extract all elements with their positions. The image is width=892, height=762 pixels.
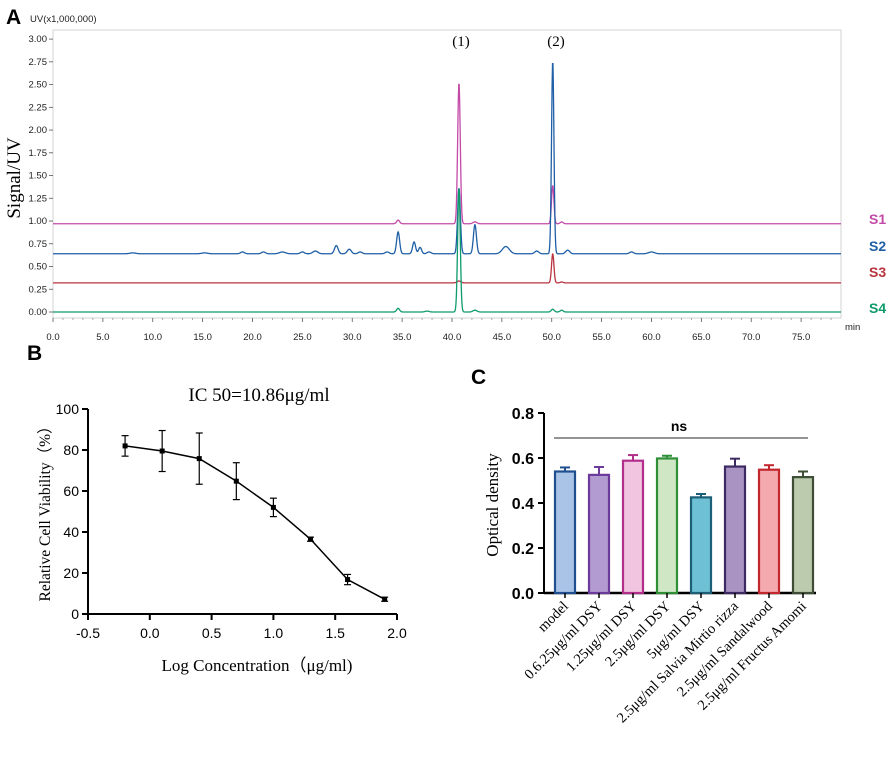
- panel-c-bar: [621, 459, 645, 595]
- panel-a-x-tick-label: 10.0: [143, 332, 162, 343]
- panel-a-legend-s4: S4: [869, 300, 886, 316]
- panel-b-y-tick-label: 0: [71, 606, 79, 622]
- panel-a-y-tick-label: 0.50: [29, 262, 48, 273]
- panel-b-data-point: [233, 478, 239, 484]
- panel-a-y-tick-label: 2.75: [29, 57, 48, 68]
- panel-b-y-tick-label: 20: [63, 565, 79, 581]
- panel-b-x-tick-label: 1.5: [325, 625, 345, 641]
- panel-c-bar: [689, 496, 713, 595]
- panel-a-peak-2-label: (2): [547, 34, 565, 50]
- panel-a-y-tick-label: 1.75: [29, 148, 48, 159]
- panel-a-trace-s1: [53, 83, 841, 225]
- panel-c-bar: [757, 468, 781, 595]
- panel-a-chromatogram: UV(x1,000,000) Signal/UV min (1) (2) 0.0…: [4, 14, 886, 343]
- panel-c-y-tick-label: 0.6: [512, 451, 534, 468]
- panel-a-x-unit-label: min: [845, 322, 860, 333]
- panel-b-letter: B: [27, 342, 42, 365]
- panel-c-y-tick-label: 0.8: [512, 406, 534, 423]
- panel-a-x-tick-label: 15.0: [193, 332, 212, 343]
- panel-a-y-tick-label: 2.00: [29, 125, 48, 136]
- panel-b-y-tick-label: 40: [63, 524, 79, 540]
- panel-a-y-axis-label: Signal/UV: [4, 137, 25, 219]
- panel-b-data-point: [270, 504, 276, 510]
- panel-b-x-tick-label: 0.5: [202, 625, 222, 641]
- panel-b-x-tick-label: 2.0: [387, 625, 407, 641]
- panel-b-curve: [124, 445, 385, 600]
- panel-a-x-tick-label: 5.0: [96, 332, 109, 343]
- panel-a-y-tick-label: 1.25: [29, 193, 48, 204]
- panel-a-x-tick-label: 35.0: [393, 332, 412, 343]
- panel-a-legend-s1: S1: [869, 211, 886, 227]
- panel-b-y-axis-label: Relative Cell Viability（%）: [37, 418, 54, 601]
- panel-a-y-tick-label: 1.50: [29, 171, 48, 182]
- panel-a-x-tick-label: 0.0: [46, 332, 59, 343]
- panel-a-trace-s2: [53, 62, 841, 255]
- panel-a-x-tick-label: 45.0: [493, 332, 512, 343]
- panel-a-x-tick-label: 70.0: [742, 332, 761, 343]
- panel-a-x-tick-label: 40.0: [443, 332, 462, 343]
- panel-b-x-axis-label: Log Concentration（μg/ml): [162, 656, 353, 675]
- panel-a-y-tick-label: 3.00: [29, 34, 48, 45]
- panel-a-peak-1-label: (1): [452, 34, 470, 50]
- panel-c-significance-label: ns: [671, 418, 688, 434]
- panel-a-y-tick-label: 0.25: [29, 284, 48, 295]
- panel-c-bar: [723, 465, 747, 595]
- panel-a-x-tick-label: 55.0: [592, 332, 611, 343]
- panel-b-y-tick-label: 80: [63, 442, 79, 458]
- panel-a-y-tick-label: 0.00: [29, 307, 48, 318]
- panel-b-y-tick-label: 60: [63, 483, 79, 499]
- panel-b-data-point: [307, 536, 313, 542]
- panel-c-y-axis-label: Optical density: [483, 453, 502, 557]
- panel-b-title: IC 50=10.86μg/ml: [188, 385, 329, 406]
- panel-b-data-point: [382, 596, 388, 602]
- panel-c-letter: C: [471, 366, 486, 389]
- panel-a-y-tick-label: 0.75: [29, 239, 48, 250]
- panel-c-y-tick-label: 0.0: [512, 586, 534, 603]
- panel-c-bar: [655, 457, 679, 595]
- panel-a-x-tick-label: 75.0: [792, 332, 811, 343]
- panel-b-x-tick-label: 0.0: [140, 625, 160, 641]
- panel-a-x-tick-label: 60.0: [642, 332, 661, 343]
- panel-b-data-point: [196, 456, 202, 462]
- panel-c-bar: [791, 476, 815, 595]
- panel-a-x-tick-label: 25.0: [293, 332, 312, 343]
- panel-a-y-tick-label: 2.50: [29, 80, 48, 91]
- panel-a-y-tick-label: 1.00: [29, 216, 48, 227]
- panel-b-x-tick-label: -0.5: [76, 625, 100, 641]
- panel-a-x-tick-label: 30.0: [343, 332, 362, 343]
- panel-a-y-tick-label: 2.25: [29, 102, 48, 113]
- panel-a-x-tick-label: 65.0: [692, 332, 711, 343]
- panel-c-bar-chart: ns Optical density 0.00.20.40.60.8model0…: [483, 406, 816, 726]
- panel-a-x-tick-label: 50.0: [542, 332, 561, 343]
- panel-c-bar: [587, 473, 611, 595]
- panel-a-x-tick-label: 20.0: [243, 332, 262, 343]
- panel-b-ic50-curve: IC 50=10.86μg/ml Relative Cell Viability…: [37, 385, 407, 675]
- panel-a-legend-s3: S3: [869, 264, 886, 280]
- panel-b-data-point: [122, 443, 128, 449]
- panel-b-data-point: [159, 448, 165, 454]
- panel-a-trace-s3: [53, 253, 841, 284]
- panel-a-letter: A: [6, 6, 21, 29]
- panel-c-y-tick-label: 0.4: [512, 496, 534, 513]
- panel-b-data-point: [345, 577, 351, 583]
- panel-b-x-tick-label: 1.0: [264, 625, 284, 641]
- panel-c-y-tick-label: 0.2: [512, 541, 534, 558]
- panel-a-legend-s2: S2: [869, 238, 886, 254]
- panel-b-y-tick-label: 100: [56, 401, 80, 417]
- panel-c-bar: [553, 470, 577, 595]
- panel-a-trace-s4: [53, 189, 841, 313]
- panel-a-y-unit-label: UV(x1,000,000): [30, 14, 97, 25]
- panel-a-plot-frame: [52, 29, 842, 319]
